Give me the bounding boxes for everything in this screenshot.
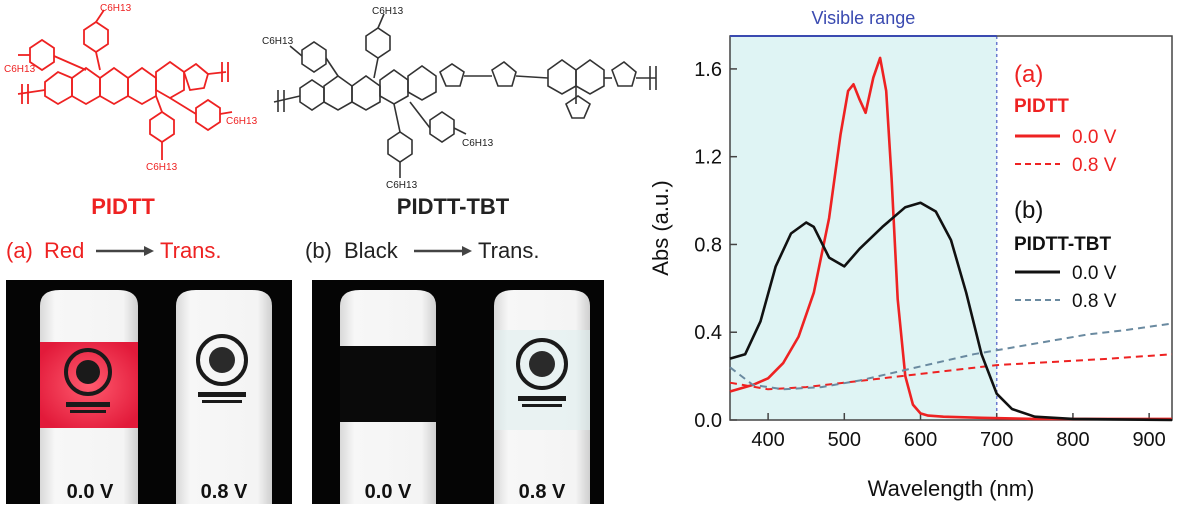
voltage-label-a-08: 0.8 V bbox=[201, 481, 248, 503]
pidtt-tbt-substituent-labels: C6H13 C6H13 C6H13 C6H13 bbox=[262, 6, 494, 191]
pidtt-tbt-substituent-right: C6H13 bbox=[462, 138, 494, 149]
device-a-transparent bbox=[176, 290, 272, 504]
device-b-black bbox=[340, 290, 436, 504]
transition-b-from: Black bbox=[344, 238, 399, 263]
x-tick-label: 900 bbox=[1132, 429, 1165, 451]
legend-group-b-name: PIDTT-TBT bbox=[1014, 234, 1111, 255]
voltage-label-b-0: 0.0 V bbox=[365, 481, 412, 503]
pidtt-tbt-substituent-top: C6H13 bbox=[372, 6, 404, 17]
voltage-label-b-08: 0.8 V bbox=[519, 481, 566, 503]
arrow-head-icon bbox=[462, 246, 472, 256]
arrow-head-icon bbox=[144, 246, 154, 256]
y-tick-label: 0.4 bbox=[694, 322, 722, 344]
series-line-pidtt-tbt-00v bbox=[729, 201, 1173, 422]
legend-label-pidtt-0v: 0.0 V bbox=[1072, 127, 1117, 148]
x-tick-label: 600 bbox=[904, 429, 937, 451]
x-tick-label: 800 bbox=[1056, 429, 1089, 451]
chalmers-logo-icon bbox=[196, 334, 248, 386]
y-tick-label: 0.8 bbox=[694, 234, 722, 256]
y-axis-ticks: 0.0 0.4 0.8 1.2 1.6 bbox=[694, 59, 737, 432]
y-tick-label: 1.2 bbox=[694, 147, 722, 169]
legend-group-a-name: PIDTT bbox=[1014, 96, 1069, 117]
voltage-labels: 0.0 V 0.8 V 0.0 V 0.8 V bbox=[67, 481, 566, 503]
x-axis-ticks: 400 500 600 700 800 900 bbox=[751, 413, 1166, 451]
y-tick-label: 1.6 bbox=[694, 59, 722, 81]
pidtt-tbt-substituent-left: C6H13 bbox=[262, 36, 294, 47]
pidtt-substituent-left: C6H13 bbox=[4, 64, 36, 75]
legend-label-tbt-08v: 0.8 V bbox=[1072, 291, 1117, 312]
pidtt-tbt-substituent-bottom: C6H13 bbox=[386, 180, 418, 191]
pidtt-substituent-top: C6H13 bbox=[100, 3, 132, 14]
x-tick-label: 700 bbox=[980, 429, 1013, 451]
transition-a-from: Red bbox=[44, 238, 84, 263]
chalmers-logo-icon bbox=[516, 338, 568, 390]
visible-range-fill bbox=[730, 36, 997, 420]
photo-panel-a bbox=[6, 280, 292, 504]
chalmers-logo-icon bbox=[64, 348, 112, 396]
pidtt-substituent-bottom: C6H13 bbox=[146, 162, 178, 173]
series-line-pidtt-00v bbox=[729, 56, 1172, 421]
legend-group-b-label: (b) bbox=[1014, 197, 1043, 224]
pidtt-label: PIDTT bbox=[91, 194, 155, 219]
pidtt-tbt-label: PIDTT-TBT bbox=[397, 194, 510, 219]
device-b-transparent bbox=[494, 290, 590, 504]
legend-label-tbt-0v: 0.0 V bbox=[1072, 263, 1117, 284]
x-tick-label: 400 bbox=[751, 429, 784, 451]
absorption-chart: Visible range 0.0 0.4 0.8 1.2 1.6 400 500 600 7… bbox=[648, 8, 1173, 501]
voltage-label-a-0: 0.0 V bbox=[67, 481, 114, 503]
pidtt-substituent-labels: C6H13 C6H13 C6H13 C6H13 bbox=[4, 3, 258, 173]
photo-panel-b bbox=[312, 280, 604, 504]
device-a-red bbox=[40, 290, 138, 504]
transition-b-to: Trans. bbox=[478, 238, 540, 263]
transition-b: (b) Black Trans. bbox=[305, 238, 540, 263]
x-axis-label: Wavelength (nm) bbox=[868, 476, 1035, 501]
y-axis-label: Abs (a.u.) bbox=[648, 180, 673, 275]
series-layer bbox=[729, 56, 1173, 422]
y-tick-label: 0.0 bbox=[694, 410, 722, 432]
chart-title: Visible range bbox=[811, 8, 915, 28]
pidtt-structure bbox=[17, 9, 233, 160]
legend-group-a-label: (a) bbox=[1014, 61, 1043, 88]
transition-a: (a) Red Trans. bbox=[6, 238, 222, 263]
transition-a-prefix: (a) bbox=[6, 238, 33, 263]
transition-a-to: Trans. bbox=[160, 238, 222, 263]
x-tick-label: 500 bbox=[828, 429, 861, 451]
pidtt-tbt-structure bbox=[273, 13, 657, 178]
transition-b-prefix: (b) bbox=[305, 238, 332, 263]
pidtt-substituent-right: C6H13 bbox=[226, 116, 258, 127]
legend: (a) PIDTT 0.0 V 0.8 V (b) PIDTT-TBT 0.0 … bbox=[1014, 61, 1117, 312]
legend-label-pidtt-08v: 0.8 V bbox=[1072, 155, 1117, 176]
series-line-pidtt-08v bbox=[729, 353, 1173, 391]
